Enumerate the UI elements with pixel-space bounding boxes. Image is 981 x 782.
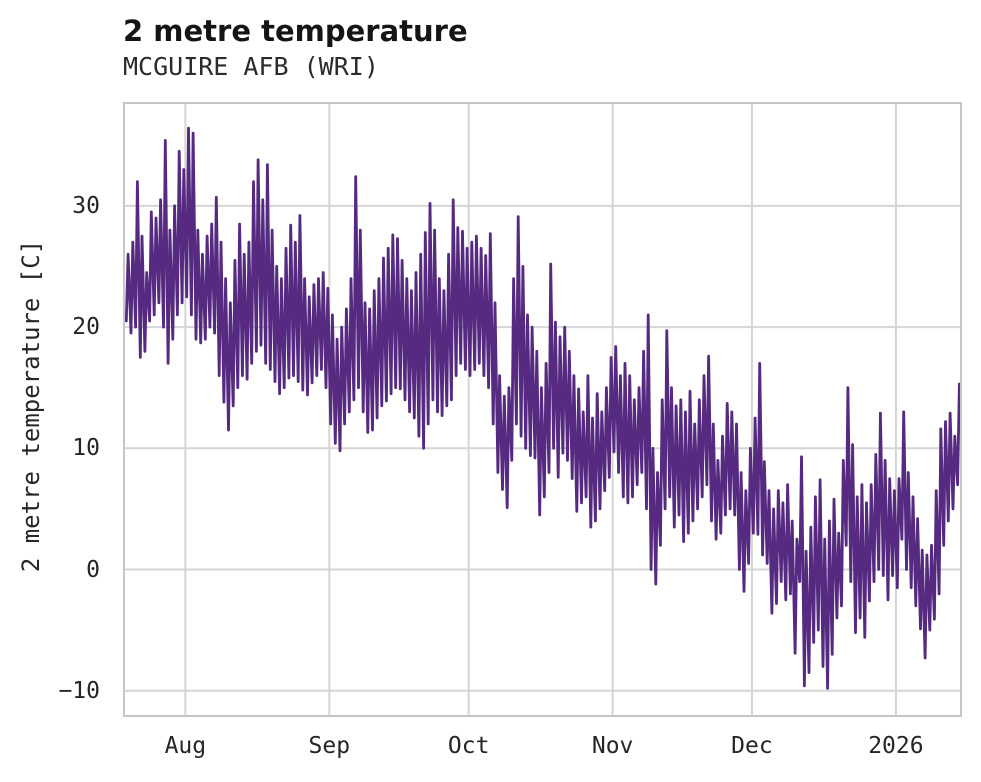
x-tick-label: Nov — [591, 733, 634, 759]
plot-area — [123, 102, 962, 717]
temperature-line-chart — [125, 104, 960, 715]
y-tick-label: −10 — [58, 677, 100, 704]
y-tick-label: 20 — [72, 314, 100, 341]
x-tick-label: 2026 — [868, 733, 924, 759]
x-tick-label: Dec — [731, 733, 773, 759]
y-axis-label: 2 metre temperature [C] — [17, 239, 45, 573]
y-tick-label: 10 — [72, 435, 100, 462]
chart-title: 2 metre temperature — [123, 14, 468, 48]
x-tick-label: Oct — [447, 733, 490, 759]
x-tick-label: Aug — [164, 733, 207, 759]
y-tick-label: 30 — [72, 192, 100, 219]
chart-subtitle: MCGUIRE AFB (WRI) — [123, 52, 379, 81]
y-tick-label: 0 — [86, 556, 100, 583]
x-tick-label: Sep — [308, 733, 351, 759]
temperature-series-line — [125, 126, 960, 690]
